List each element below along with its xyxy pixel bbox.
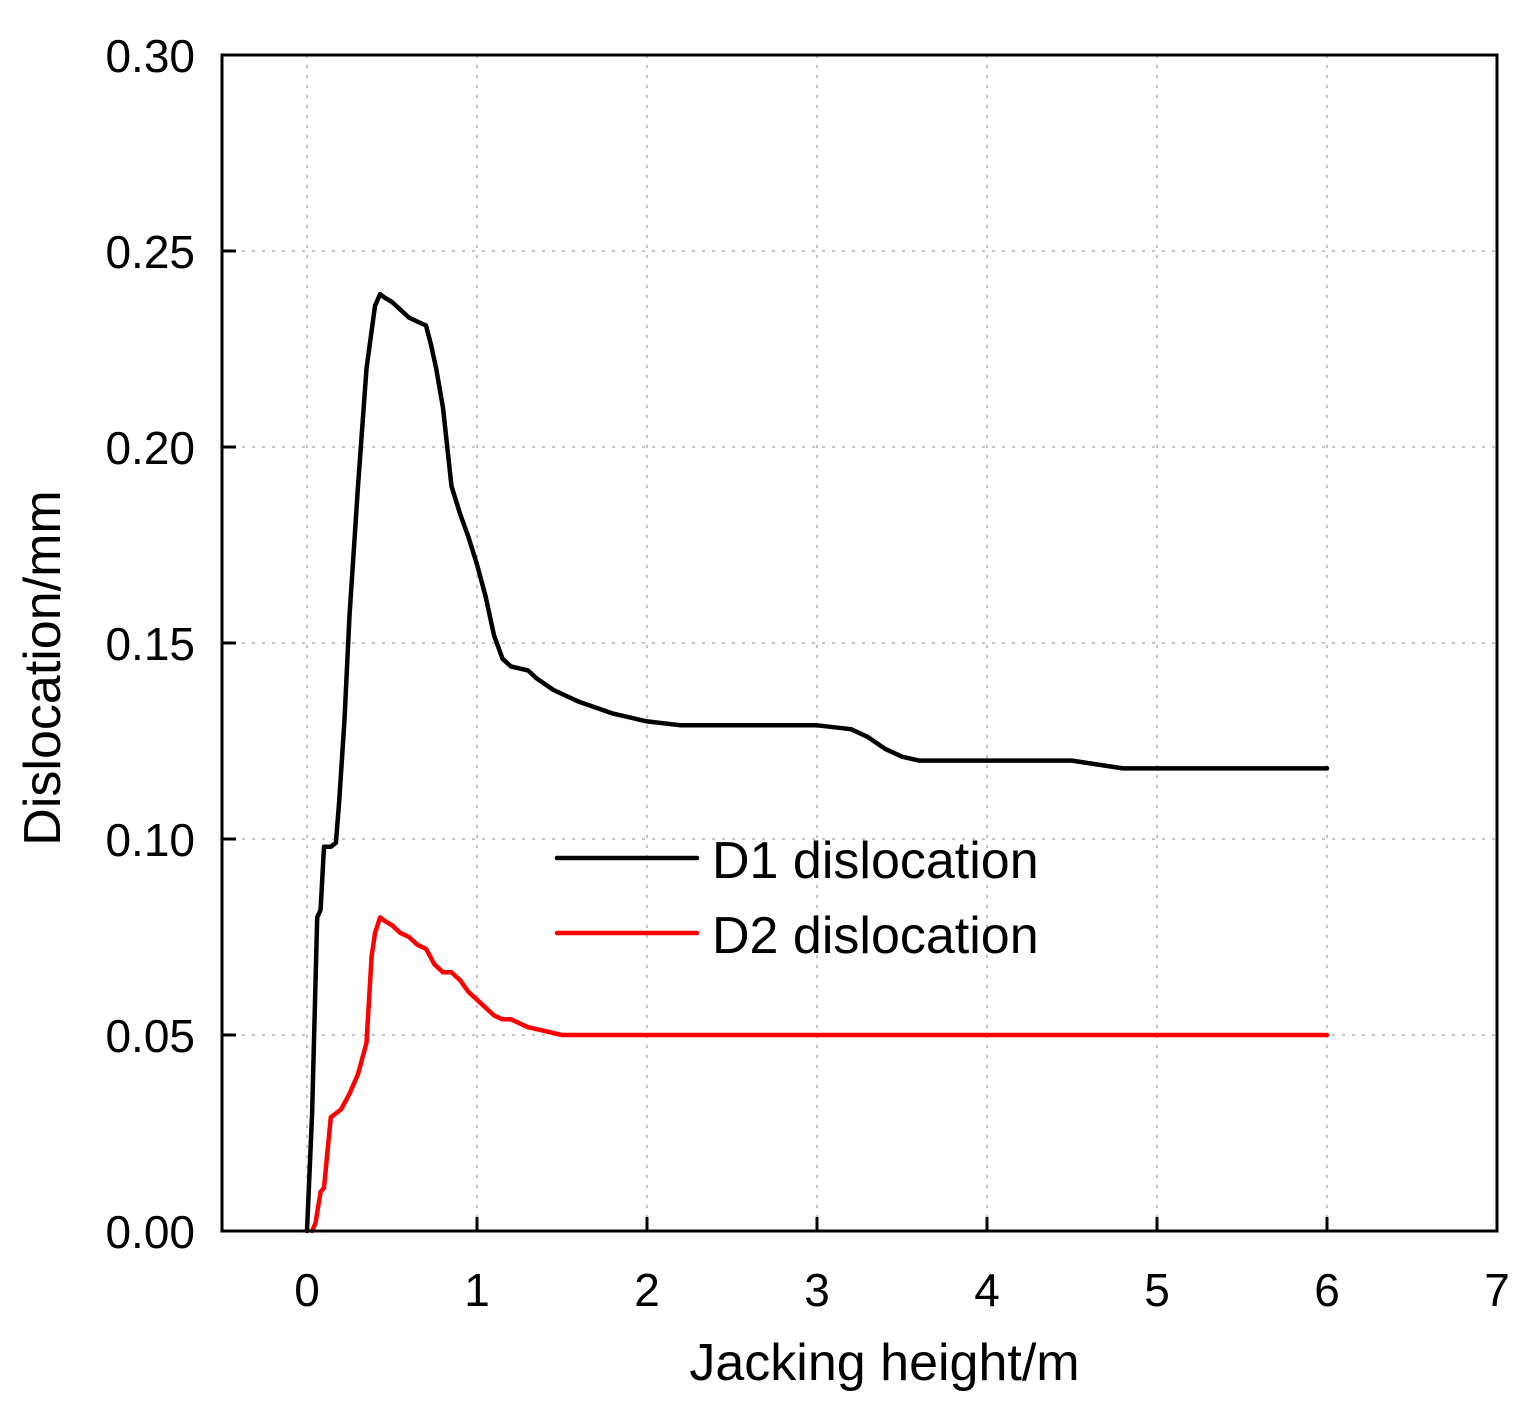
x-axis-title: Jacking height/m <box>689 1334 1079 1392</box>
x-tick-label: 4 <box>974 1264 1000 1316</box>
x-tick-label: 6 <box>1314 1264 1340 1316</box>
series-layer <box>304 291 1330 1234</box>
y-tick-label: 0.15 <box>105 618 195 670</box>
y-tick-label: 0.05 <box>105 1010 195 1062</box>
y-tick-label: 0.00 <box>105 1206 195 1258</box>
x-tick-label: 1 <box>464 1264 490 1316</box>
y-tick-label: 0.25 <box>105 226 195 278</box>
x-tick-label: 3 <box>804 1264 830 1316</box>
y-tick-label: 0.30 <box>105 30 195 82</box>
x-tick-label: 2 <box>634 1264 660 1316</box>
series-line-d1 <box>304 291 1330 1234</box>
x-tick-label: 7 <box>1484 1264 1510 1316</box>
x-tick-label: 5 <box>1144 1264 1170 1316</box>
y-axis-title: Dislocation/mm <box>14 490 72 845</box>
axis-ticks <box>222 53 1499 1233</box>
y-tick-label: 0.20 <box>105 422 195 474</box>
legend: D1 dislocation D2 dislocation <box>554 832 1039 965</box>
series-line-d2 <box>309 915 1330 1234</box>
y-tick-label: 0.10 <box>105 814 195 866</box>
x-tick-label: 0 <box>294 1264 320 1316</box>
legend-label-d1: D1 dislocation <box>712 832 1039 890</box>
tick-labels: 0 1 2 3 4 5 6 7 0.00 0.05 0.10 0.15 0.20 0.25 0.30 <box>105 30 1509 1316</box>
legend-label-d2: D2 dislocation <box>712 907 1039 965</box>
